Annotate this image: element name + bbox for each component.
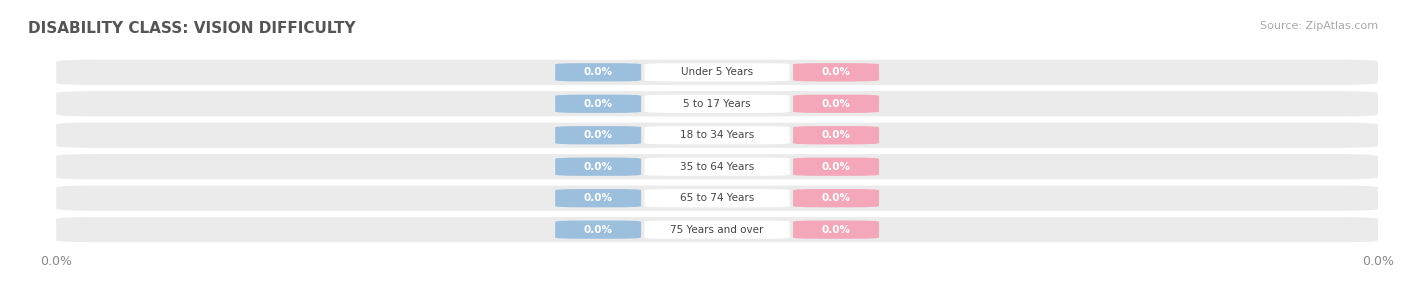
Text: 0.0%: 0.0%	[583, 193, 613, 203]
Text: 0.0%: 0.0%	[821, 99, 851, 109]
FancyBboxPatch shape	[555, 158, 641, 176]
Text: 0.0%: 0.0%	[821, 193, 851, 203]
Text: 0.0%: 0.0%	[821, 162, 851, 172]
Text: 75 Years and over: 75 Years and over	[671, 225, 763, 235]
FancyBboxPatch shape	[56, 217, 1378, 242]
Text: 0.0%: 0.0%	[583, 225, 613, 235]
FancyBboxPatch shape	[555, 126, 641, 144]
FancyBboxPatch shape	[56, 60, 1378, 85]
FancyBboxPatch shape	[793, 189, 879, 207]
FancyBboxPatch shape	[56, 185, 1378, 211]
FancyBboxPatch shape	[793, 126, 879, 144]
Text: 35 to 64 Years: 35 to 64 Years	[681, 162, 754, 172]
Text: 65 to 74 Years: 65 to 74 Years	[681, 193, 754, 203]
Text: 0.0%: 0.0%	[583, 130, 613, 140]
FancyBboxPatch shape	[644, 63, 790, 81]
Text: 5 to 17 Years: 5 to 17 Years	[683, 99, 751, 109]
Text: 0.0%: 0.0%	[583, 67, 613, 77]
FancyBboxPatch shape	[644, 158, 790, 176]
Text: 0.0%: 0.0%	[821, 67, 851, 77]
FancyBboxPatch shape	[555, 221, 641, 239]
FancyBboxPatch shape	[644, 189, 790, 207]
FancyBboxPatch shape	[793, 221, 879, 239]
FancyBboxPatch shape	[793, 95, 879, 113]
FancyBboxPatch shape	[644, 221, 790, 239]
Text: 0.0%: 0.0%	[821, 130, 851, 140]
Text: DISABILITY CLASS: VISION DIFFICULTY: DISABILITY CLASS: VISION DIFFICULTY	[28, 21, 356, 36]
FancyBboxPatch shape	[555, 189, 641, 207]
Text: 0.0%: 0.0%	[583, 99, 613, 109]
Text: Source: ZipAtlas.com: Source: ZipAtlas.com	[1260, 21, 1378, 31]
Text: 18 to 34 Years: 18 to 34 Years	[681, 130, 754, 140]
FancyBboxPatch shape	[555, 63, 641, 81]
FancyBboxPatch shape	[555, 95, 641, 113]
Text: 0.0%: 0.0%	[583, 162, 613, 172]
FancyBboxPatch shape	[793, 63, 879, 81]
Text: 0.0%: 0.0%	[821, 225, 851, 235]
FancyBboxPatch shape	[56, 123, 1378, 148]
Text: Under 5 Years: Under 5 Years	[681, 67, 754, 77]
FancyBboxPatch shape	[56, 154, 1378, 179]
FancyBboxPatch shape	[644, 95, 790, 113]
FancyBboxPatch shape	[793, 158, 879, 176]
FancyBboxPatch shape	[56, 91, 1378, 117]
FancyBboxPatch shape	[644, 126, 790, 144]
